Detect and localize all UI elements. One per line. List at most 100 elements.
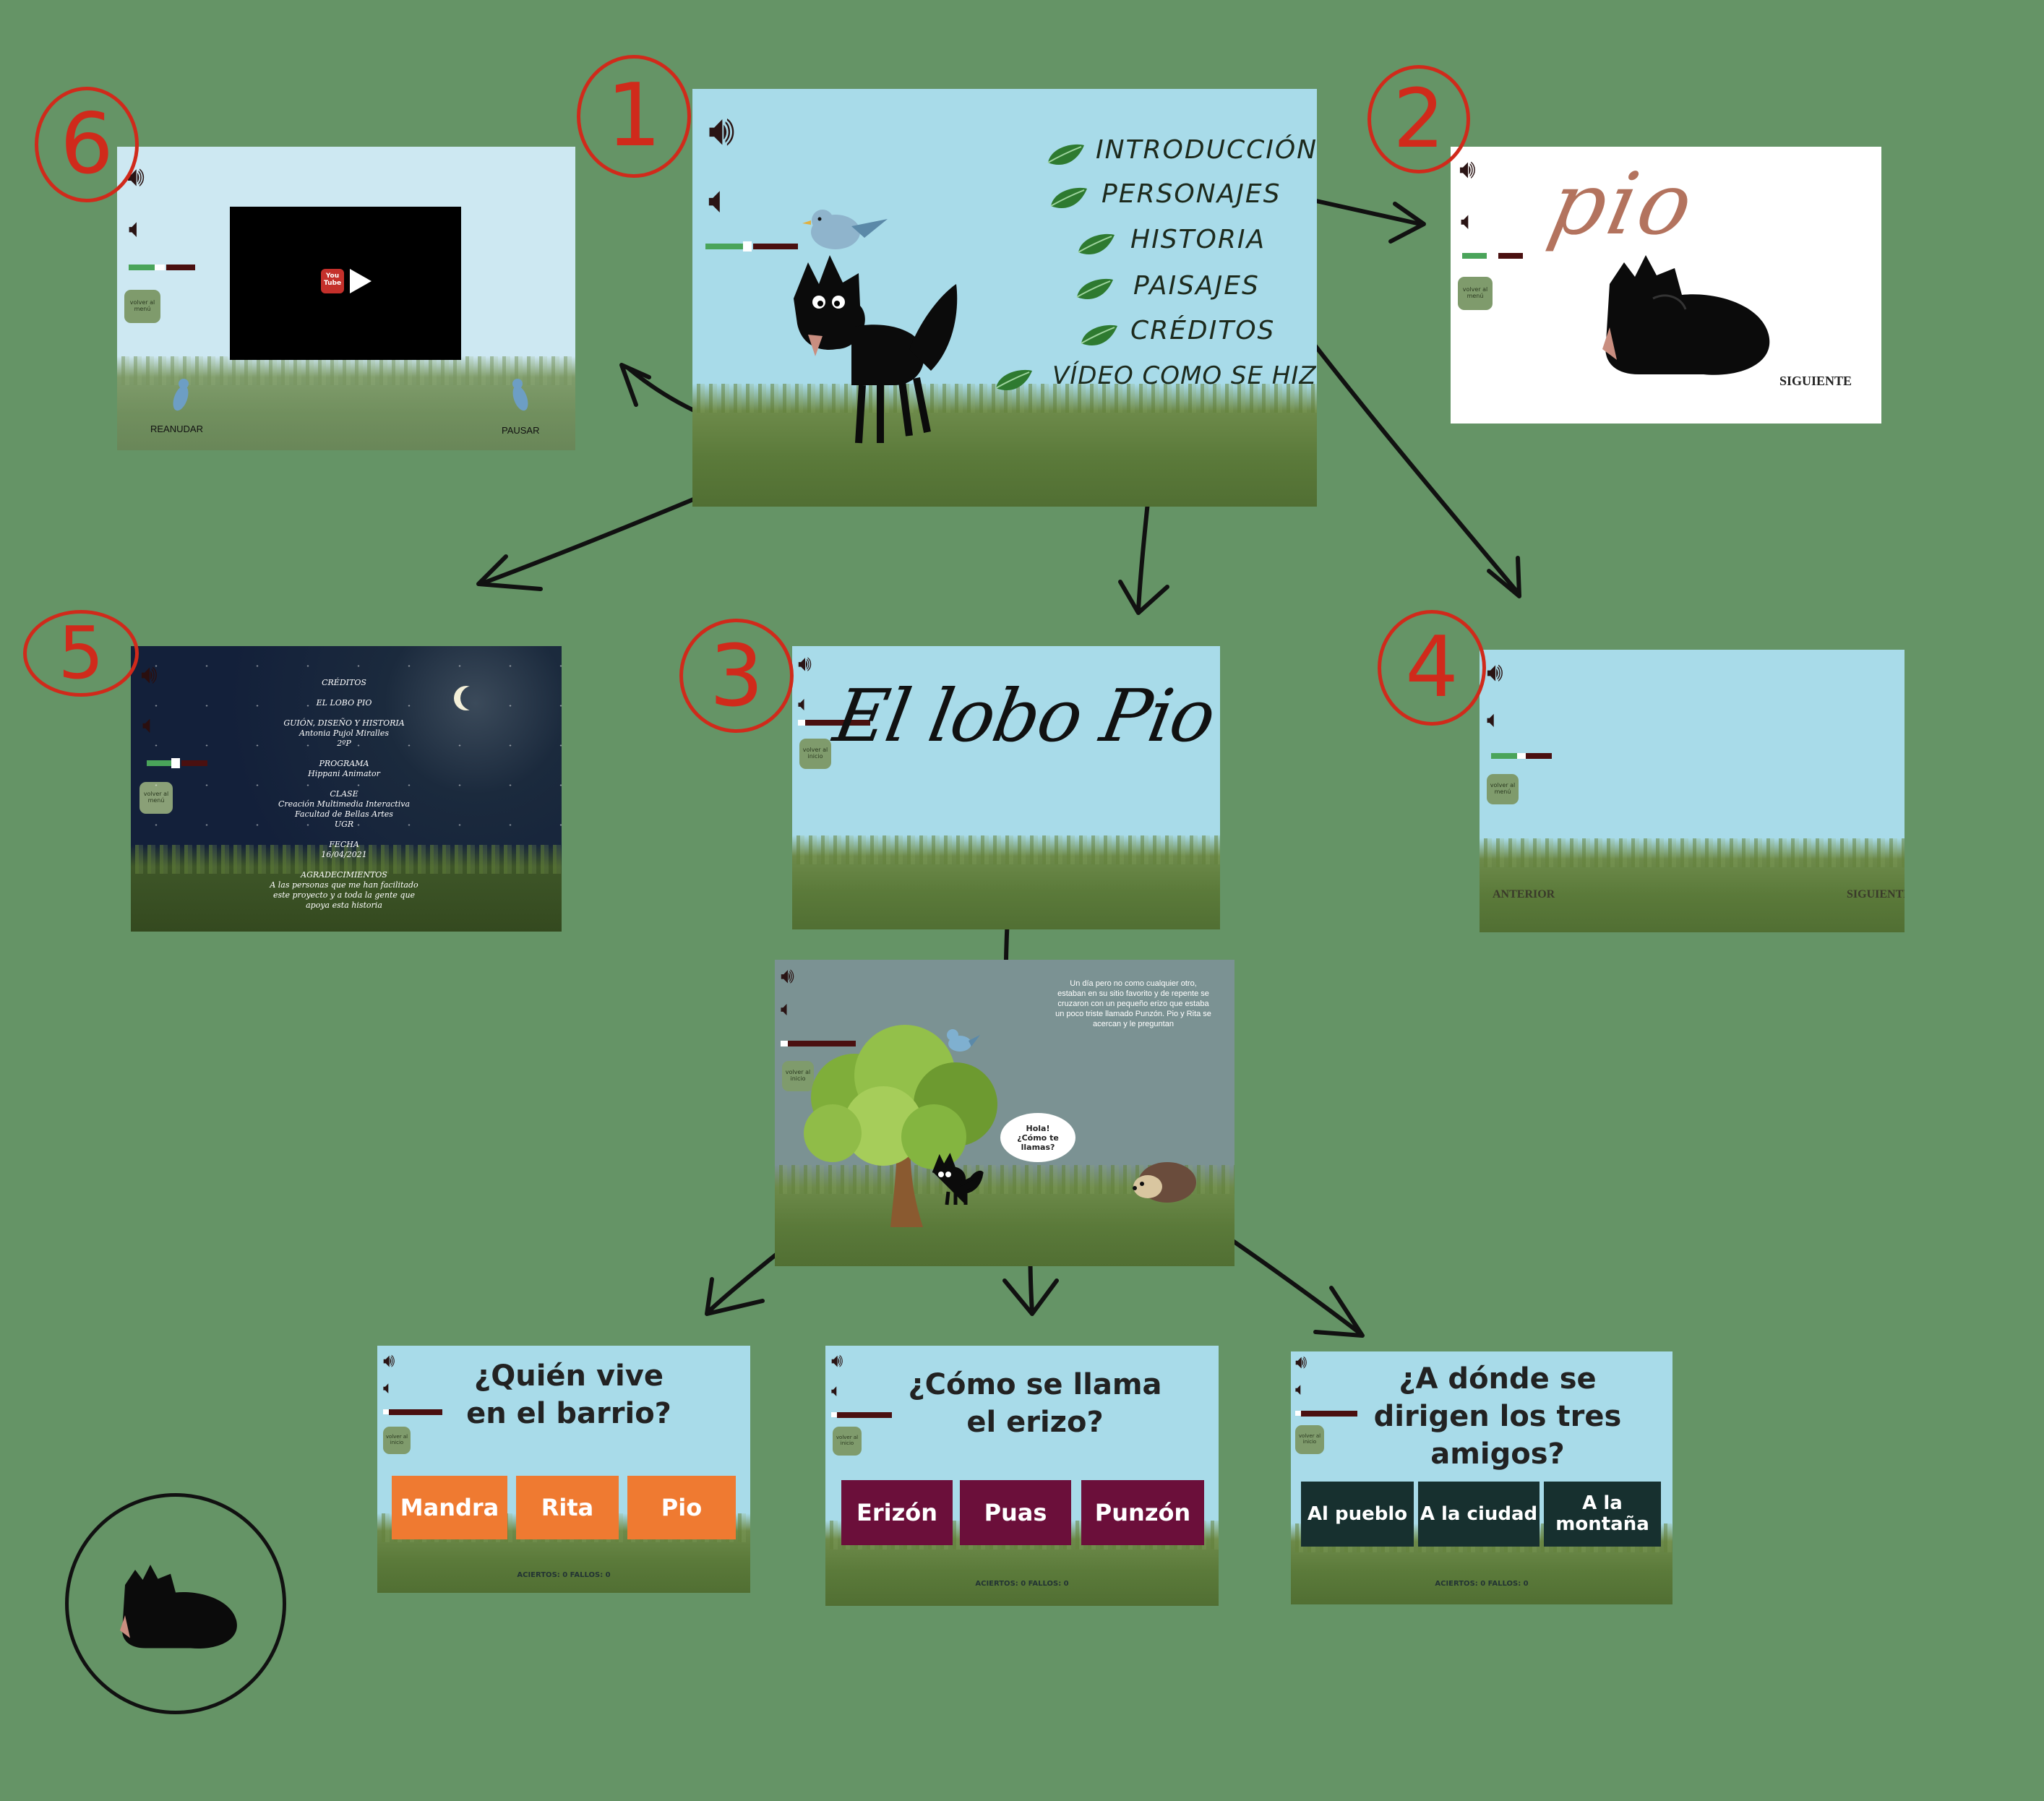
quiz-question: ¿Cómo se llama el erizo? [905, 1366, 1165, 1441]
volume-slider[interactable] [129, 265, 195, 270]
back-to-start-button[interactable]: volver al inicio [383, 1427, 411, 1454]
volume-slider[interactable] [383, 1409, 442, 1415]
wolf-logo [65, 1493, 286, 1714]
answer-button[interactable]: Mandra [392, 1476, 507, 1539]
youtube-logo-icon[interactable]: You Tube [321, 269, 344, 293]
credits-line: apoya esta historia [254, 900, 434, 911]
leaf-icon [1045, 141, 1087, 170]
screen-credits: 🔊︎ 🔈︎ volver al menú CRÉDITOS EL LOBO PI… [131, 646, 562, 932]
speaker-off-icon[interactable]: 🔈︎ [1295, 1380, 1305, 1398]
speaker-on-icon[interactable]: 🔊︎ [1295, 1353, 1307, 1372]
score-counter: ACIERTOS: 0 FALLOS: 0 [377, 1571, 750, 1579]
speaker-off-icon[interactable]: 🔈︎ [1487, 708, 1500, 731]
speaker-off-icon[interactable]: 🔈︎ [831, 1382, 841, 1399]
credits-line [254, 779, 434, 789]
volume-slider[interactable] [831, 1412, 892, 1418]
answer-button[interactable]: A la ciudad [1418, 1482, 1540, 1547]
credits-line: 2ºP [254, 739, 434, 749]
credits-line: Antonia Pujol Miralles [254, 728, 434, 739]
credits-line: CRÉDITOS [254, 678, 434, 688]
speaker-on-icon[interactable]: 🔊︎ [781, 966, 794, 987]
credits-line [254, 749, 434, 759]
menu-item-paisajes[interactable]: PAISAJES [1133, 271, 1260, 301]
credits-line: GUIÓN, DISEÑO Y HISTORIA [254, 718, 434, 728]
screen-landscapes: 🔊︎ 🔈︎ volver al menú ANTERIOR SIGUIENTE [1480, 650, 1905, 932]
back-to-start-button[interactable]: volver al inicio [1295, 1425, 1324, 1454]
credits-line: Facultad de Bellas Artes [254, 809, 434, 820]
credits-line: Hippani Animator [254, 769, 434, 779]
credits-line: EL LOBO PIO [254, 698, 434, 708]
speaker-off-icon[interactable]: 🔈︎ [129, 216, 145, 242]
step-number-1: 1 [577, 55, 691, 178]
speaker-on-icon[interactable]: 🔊︎ [798, 653, 812, 675]
bird-rita-icon [802, 210, 888, 249]
wolf-sleeping-illustration [1595, 241, 1783, 385]
score-counter: ACIERTOS: 0 FALLOS: 0 [825, 1580, 1219, 1588]
menu-item-historia[interactable]: HISTORIA [1130, 225, 1266, 254]
credits-line: A las personas que me han facilitado [254, 880, 434, 890]
menu-item-introduccion[interactable]: INTRODUCCIÓN [1096, 135, 1317, 165]
back-to-menu-button[interactable]: volver al menú [1487, 774, 1519, 804]
speaker-off-icon[interactable]: 🔈︎ [708, 181, 731, 219]
speaker-off-icon[interactable]: 🔈︎ [781, 999, 793, 1019]
next-button[interactable]: SIGUIENTE [1779, 374, 1852, 389]
answer-button[interactable]: Al pueblo [1301, 1482, 1414, 1547]
leaf-icon [1048, 184, 1090, 213]
answer-button[interactable]: Pio [627, 1476, 736, 1539]
wolf-pio-illustration [779, 205, 967, 507]
screen-quiz-2: 🔊︎ 🔈︎ volver al inicio ¿Cómo se llama el… [825, 1346, 1219, 1606]
speaker-on-icon[interactable]: 🔊︎ [708, 109, 735, 151]
pause-label[interactable]: PAUSAR [502, 425, 540, 436]
quiz-question: ¿A dónde se dirigen los tres amigos? [1353, 1360, 1642, 1473]
menu-item-video[interactable]: VÍDEO COMO SE HIZO [1052, 361, 1317, 390]
resume-label[interactable]: REANUDAR [150, 424, 203, 434]
volume-slider[interactable] [1295, 1411, 1357, 1417]
speaker-off-icon[interactable]: 🔈︎ [383, 1379, 393, 1396]
credits-line: PROGRAMA [254, 759, 434, 769]
answer-button[interactable]: Erizón [841, 1480, 953, 1545]
bird-rita-icon [938, 1022, 982, 1058]
score-counter: ACIERTOS: 0 FALLOS: 0 [1291, 1580, 1672, 1588]
menu-item-creditos[interactable]: CRÉDITOS [1130, 316, 1275, 345]
wolf-pio-icon [927, 1151, 984, 1209]
narration-text: Un día pero no como cualquier otro, esta… [1055, 979, 1211, 1029]
speaker-on-icon[interactable]: 🔊︎ [1487, 660, 1503, 686]
back-to-menu-button[interactable]: volver al menú [124, 290, 160, 323]
volume-slider[interactable] [1491, 753, 1552, 759]
credits-block: CRÉDITOS EL LOBO PIO GUIÓN, DISEÑO Y HIS… [254, 678, 434, 911]
speaker-off-icon[interactable]: 🔈︎ [1461, 209, 1475, 233]
speaker-on-icon[interactable]: 🔊︎ [1459, 157, 1476, 183]
answer-button[interactable]: Rita [516, 1476, 619, 1539]
quiz-question: ¿Quién vive en el barrio? [450, 1357, 688, 1432]
credits-line [254, 688, 434, 698]
speaker-on-icon[interactable]: 🔊︎ [383, 1351, 395, 1370]
credits-line: este proyecto y a toda la gente que [254, 890, 434, 900]
bird-pause-icon[interactable] [506, 372, 535, 416]
step-number-5: 5 [23, 610, 139, 697]
bird-resume-icon[interactable] [166, 372, 195, 416]
answer-button[interactable]: Puas [960, 1480, 1071, 1545]
back-to-start-button[interactable]: volver al inicio [833, 1427, 862, 1456]
volume-slider[interactable] [1462, 253, 1523, 259]
answer-button[interactable]: A la montaña [1544, 1482, 1661, 1547]
screen-story: 🔊︎ 🔈︎ volver al inicio Un día pero no co… [775, 960, 1234, 1266]
speaker-on-icon[interactable]: 🔊︎ [831, 1351, 843, 1370]
screen-quiz-3: 🔊︎ 🔈︎ volver al inicio ¿A dónde se dirig… [1291, 1351, 1672, 1604]
story-title: El lobo Pio [828, 674, 1220, 758]
screen-title: 🔊︎ 🔈︎ volver al inicio El lobo Pio [792, 646, 1220, 929]
credits-line [254, 830, 434, 840]
screen-quiz-1: 🔊︎ 🔈︎ volver al inicio ¿Quién vive en el… [377, 1346, 750, 1593]
speaker-off-icon[interactable]: 🔈︎ [798, 694, 810, 714]
video-player[interactable]: You Tube [230, 207, 461, 360]
speech-bubble: Hola! ¿Cómo te llamas? [1000, 1113, 1075, 1162]
previous-button[interactable]: ANTERIOR [1493, 888, 1555, 901]
step-number-4: 4 [1378, 610, 1486, 726]
answer-button[interactable]: Punzón [1081, 1480, 1204, 1545]
menu-item-personajes[interactable]: PERSONAJES [1102, 179, 1281, 209]
back-to-menu-button[interactable]: volver al menú [1458, 277, 1493, 310]
leaf-icon [993, 366, 1035, 395]
back-to-start-button[interactable]: volver al inicio [799, 739, 831, 769]
play-icon[interactable] [350, 269, 372, 293]
credits-line [254, 860, 434, 870]
next-button[interactable]: SIGUIENTE [1847, 888, 1905, 901]
